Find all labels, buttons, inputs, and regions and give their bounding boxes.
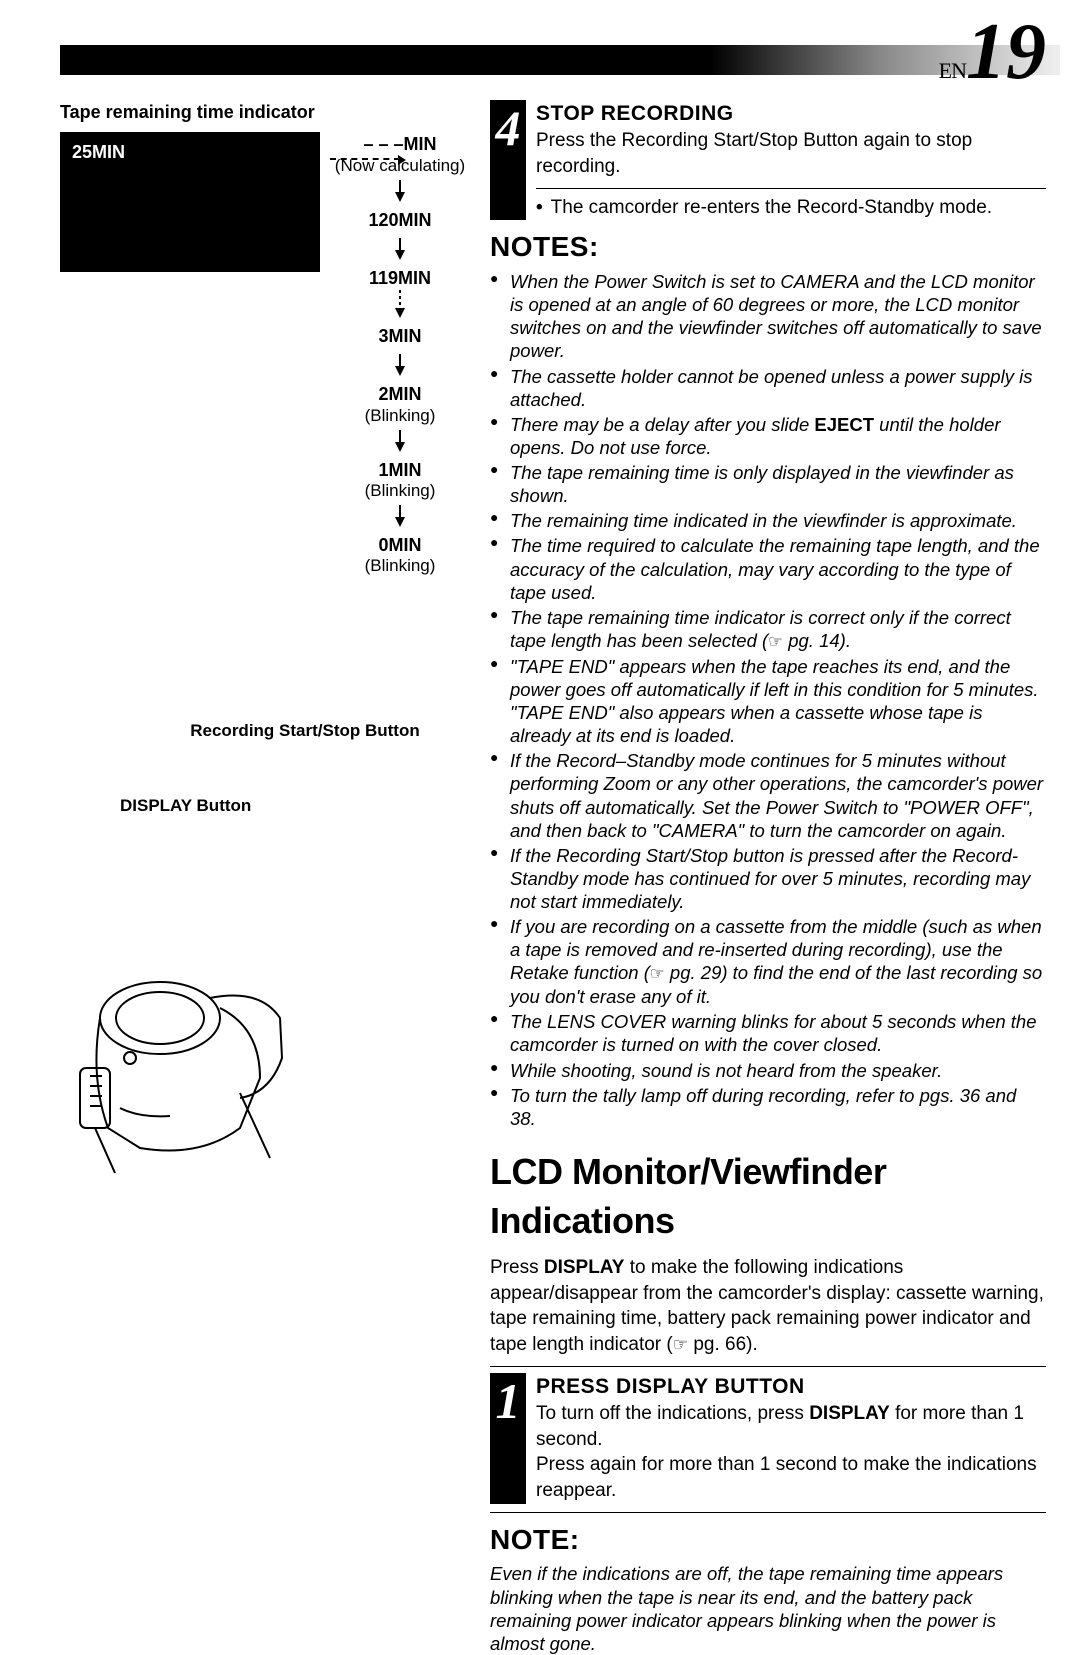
notes-list: When the Power Switch is set to CAMERA a… [490, 270, 1046, 1130]
note-heading: NOTE: [490, 1521, 1046, 1559]
flow-leader-arrow [330, 158, 400, 160]
flow-step-sub: (Blinking) [330, 405, 470, 428]
note-item: The time required to calculate the remai… [490, 534, 1046, 603]
note-item: When the Power Switch is set to CAMERA a… [490, 270, 1046, 363]
section-title-lcd: LCD Monitor/Viewfinder Indications [490, 1148, 1046, 1245]
flow-step-label: 120MIN [330, 208, 470, 232]
note-item: While shooting, sound is not heard from … [490, 1059, 1046, 1082]
page-lang: EN [939, 58, 966, 83]
flow-step: 119MIN [330, 266, 470, 290]
page-number: EN19 [939, 20, 1046, 86]
arrow-down-icon [395, 366, 405, 376]
flow-step: 1MIN(Blinking) [330, 458, 470, 503]
flow-step: 120MIN [330, 208, 470, 232]
note-item: "TAPE END" appears when the tape reaches… [490, 655, 1046, 748]
note-item: If the Recording Start/Stop button is pr… [490, 844, 1046, 913]
flow-step-label: 119MIN [330, 266, 470, 290]
arrow-down-icon [395, 250, 405, 260]
note-paragraph: Even if the indications are off, the tap… [490, 1562, 1046, 1655]
bullet-dot-icon: • [536, 195, 543, 221]
divider [490, 1512, 1046, 1513]
flow-step-label: 0MIN [330, 533, 470, 557]
note-item: The LENS COVER warning blinks for about … [490, 1010, 1046, 1056]
arrow-down-icon [395, 192, 405, 202]
divider [490, 1366, 1046, 1367]
arrow-down-icon [395, 308, 405, 318]
camcorder-illustration [60, 958, 310, 1178]
divider [536, 188, 1046, 189]
step-1: 1 PRESS DISPLAY BUTTON To turn off the i… [490, 1373, 1046, 1504]
step-4: 4 STOP RECORDING Press the Recording Sta… [490, 100, 1046, 220]
note-item: If you are recording on a cassette from … [490, 915, 1046, 1008]
note-item: The tape remaining time is only displaye… [490, 461, 1046, 507]
note-item: If the Record–Standby mode continues for… [490, 749, 1046, 842]
flow-step-label: 2MIN [330, 382, 470, 406]
notes-heading: NOTES: [490, 228, 1046, 266]
page-num-value: 19 [966, 8, 1046, 96]
note-item: There may be a delay after you slide EJE… [490, 413, 1046, 459]
tape-indicator-title: Tape remaining time indicator [60, 100, 460, 124]
viewfinder-label: 25MIN [72, 140, 125, 164]
note-item: To turn the tally lamp off during record… [490, 1084, 1046, 1130]
flow-step: 0MIN(Blinking) [330, 533, 470, 578]
callout-recording-button: Recording Start/Stop Button [180, 720, 430, 743]
step-4-bullet: • The camcorder re-enters the Record-Sta… [536, 195, 1046, 221]
time-flow: – – –MIN(Now calculating)120MIN119MIN3MI… [330, 132, 470, 578]
flow-step-sub: (Blinking) [330, 480, 470, 503]
flow-step: 2MIN(Blinking) [330, 382, 470, 427]
step-1-title: PRESS DISPLAY BUTTON [536, 1373, 1046, 1401]
arrow-down-icon [395, 442, 405, 452]
step-4-bullet-text: The camcorder re-enters the Record-Stand… [551, 195, 992, 221]
step-4-number: 4 [490, 100, 526, 220]
note-item: The remaining time indicated in the view… [490, 509, 1046, 532]
note-item: The cassette holder cannot be opened unl… [490, 365, 1046, 411]
step-4-body: Press the Recording Start/Stop Button ag… [536, 128, 1046, 179]
section-intro: Press DISPLAY to make the following indi… [490, 1255, 1046, 1358]
step-1-line2: Press again for more than 1 second to ma… [536, 1452, 1046, 1503]
viewfinder-screen: 25MIN [60, 132, 320, 272]
note-item: The tape remaining time indicator is cor… [490, 606, 1046, 653]
flow-step-label: 3MIN [330, 324, 470, 348]
header-gradient-bar [60, 45, 1060, 75]
flow-step-label: 1MIN [330, 458, 470, 482]
step-1-number: 1 [490, 1373, 526, 1504]
step-4-title: STOP RECORDING [536, 100, 1046, 128]
arrow-down-icon [395, 517, 405, 527]
flow-step: 3MIN [330, 324, 470, 348]
flow-step-sub: (Blinking) [330, 555, 470, 578]
step-1-line1: To turn off the indications, press DISPL… [536, 1401, 1046, 1452]
flow-step-label: – – –MIN [330, 132, 470, 156]
callout-display-button: DISPLAY Button [120, 795, 251, 818]
